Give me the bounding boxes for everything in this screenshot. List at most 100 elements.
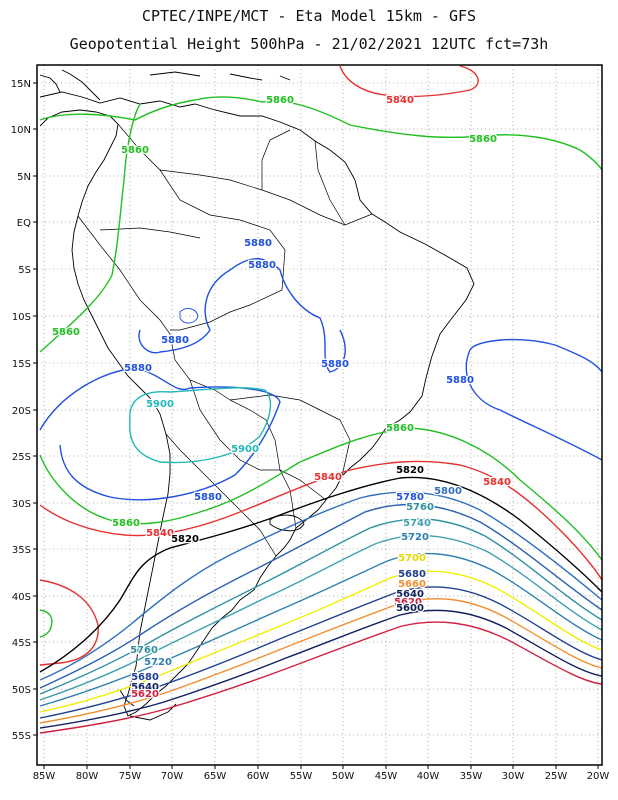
- contour-5840-south: [39, 460, 603, 581]
- lat-tick-label: 10N: [11, 125, 31, 136]
- lat-tick-label: 20S: [12, 406, 31, 417]
- contour-5660: [39, 597, 603, 724]
- contour-value-label: 5860: [266, 95, 294, 106]
- contour-5860-southwest: [39, 609, 53, 638]
- lon-tick-label: 25W: [545, 771, 568, 782]
- contour-value-label: 5880: [194, 492, 222, 503]
- contour-value-label: 5840: [483, 477, 511, 488]
- contour-value-label: 5700: [398, 553, 426, 564]
- contour-5820: [39, 476, 603, 673]
- contour-5880-south: [39, 367, 281, 501]
- contour-value-label: 5880: [161, 335, 189, 346]
- lat-tick-label: 55S: [12, 731, 31, 742]
- contour-5880-atlantic: [469, 338, 603, 373]
- contour-5680: [39, 586, 603, 719]
- lon-tick-label: 35W: [460, 771, 483, 782]
- contour-value-label: 5880: [124, 363, 152, 374]
- contour-value-label: 5740: [403, 518, 431, 529]
- lat-tick-label: 30S: [12, 499, 31, 510]
- lon-tick-label: 40W: [417, 771, 440, 782]
- lat-tick-label: 15N: [11, 79, 31, 90]
- contour-value-label: 5620: [394, 597, 422, 608]
- tierra-del-fuego: [119, 689, 177, 721]
- lakes: [179, 308, 305, 532]
- contour-value-label: 5640: [131, 682, 159, 693]
- contour-5760: [39, 518, 603, 695]
- lat-tick-label: EQ: [17, 218, 31, 229]
- contour-value-label: 5860: [112, 518, 140, 529]
- lat-tick-label: 25S: [12, 452, 31, 463]
- lat-tick-label: 5N: [17, 172, 31, 183]
- contour-value-label: 5880: [446, 375, 474, 386]
- contour-5880-amazon: [138, 258, 346, 373]
- contour-value-label: 5880: [248, 260, 276, 271]
- lon-tick-label: 20W: [587, 771, 610, 782]
- contour-value-label: 5640: [396, 589, 424, 600]
- contour-value-label: 5860: [469, 134, 497, 145]
- map-title-line1: CPTEC/INPE/MCT - Eta Model 15km - GFS: [141, 7, 477, 25]
- contour-value-label: 5600: [396, 603, 424, 614]
- contour-value-label: 5840: [314, 472, 342, 483]
- contour-5860-south: [39, 427, 603, 561]
- contour-5780: [39, 503, 603, 689]
- contour-lines: [39, 65, 603, 734]
- contour-value-label: 5860: [386, 423, 414, 434]
- lat-tick-label: 15S: [12, 359, 31, 370]
- map-title-line2: Geopotential Height 500hPa - 21/02/2021 …: [69, 35, 549, 53]
- coastlines: [39, 69, 475, 721]
- contour-5620: [39, 621, 603, 734]
- contour-value-label: 5840: [386, 95, 414, 106]
- contour-5840-north: [339, 65, 479, 98]
- contour-value-label: 5720: [144, 657, 172, 668]
- country-borders: [77, 123, 373, 557]
- contour-value-label: 5660: [398, 579, 426, 590]
- lat-tick-label: 40S: [12, 592, 31, 603]
- contour-value-label: 5720: [401, 532, 429, 543]
- lon-tick-label: 75W: [119, 771, 142, 782]
- central-america: [39, 69, 101, 101]
- lon-tick-label: 55W: [290, 771, 313, 782]
- south-america-coast: [39, 91, 475, 717]
- contour-5720: [39, 552, 603, 707]
- contour-5800: [39, 491, 603, 681]
- lat-tick-label: 45S: [12, 638, 31, 649]
- contour-value-label: 5620: [131, 689, 159, 700]
- lat-tick-label: 50S: [12, 685, 31, 696]
- contour-value-label: 5680: [131, 672, 159, 683]
- contour-value-label: 5900: [146, 399, 174, 410]
- longitude-labels: 85W 80W 75W 70W 65W 60W 55W 50W 45W 40W 35W 30W 25W 2…: [33, 765, 610, 782]
- lat-tick-label: 35S: [12, 545, 31, 556]
- contour-value-label: 5680: [398, 569, 426, 580]
- contour-value-label: 5800: [434, 486, 462, 497]
- lon-tick-label: 80W: [76, 771, 99, 782]
- lon-tick-label: 65W: [204, 771, 227, 782]
- contour-5860-west: [39, 103, 141, 353]
- map-frame: [36, 64, 603, 766]
- contour-5880-atlantic2: [465, 349, 603, 461]
- contour-value-label: 5760: [130, 645, 158, 656]
- lat-tick-label: 5S: [18, 265, 31, 276]
- lon-tick-label: 45W: [375, 771, 398, 782]
- contour-value-label: 5760: [406, 502, 434, 513]
- lon-tick-label: 85W: [33, 771, 56, 782]
- contour-value-label: 5860: [52, 327, 80, 338]
- grid-lines: [37, 65, 602, 765]
- contour-5860-north: [39, 96, 603, 171]
- lon-tick-label: 60W: [247, 771, 270, 782]
- lat-tick-label: 10S: [12, 312, 31, 323]
- contour-5700: [39, 570, 603, 713]
- contour-labels: 5840 5860 5860 5860 5880 5860 5880 5880 5880 5880…: [51, 94, 512, 702]
- contour-value-label: 5860: [121, 145, 149, 156]
- contour-5640: [39, 609, 603, 729]
- contour-value-label: 5780: [396, 492, 424, 503]
- lon-tick-label: 50W: [332, 771, 355, 782]
- lon-tick-label: 70W: [161, 771, 184, 782]
- contour-5840-southwest: [39, 579, 99, 666]
- lon-tick-label: 30W: [502, 771, 525, 782]
- contour-value-label: 5900: [231, 444, 259, 455]
- contour-value-label: 5820: [396, 465, 424, 476]
- contour-value-label: 5880: [244, 238, 272, 249]
- contour-value-label: 5840: [146, 528, 174, 539]
- contour-value-label: 5880: [321, 359, 349, 370]
